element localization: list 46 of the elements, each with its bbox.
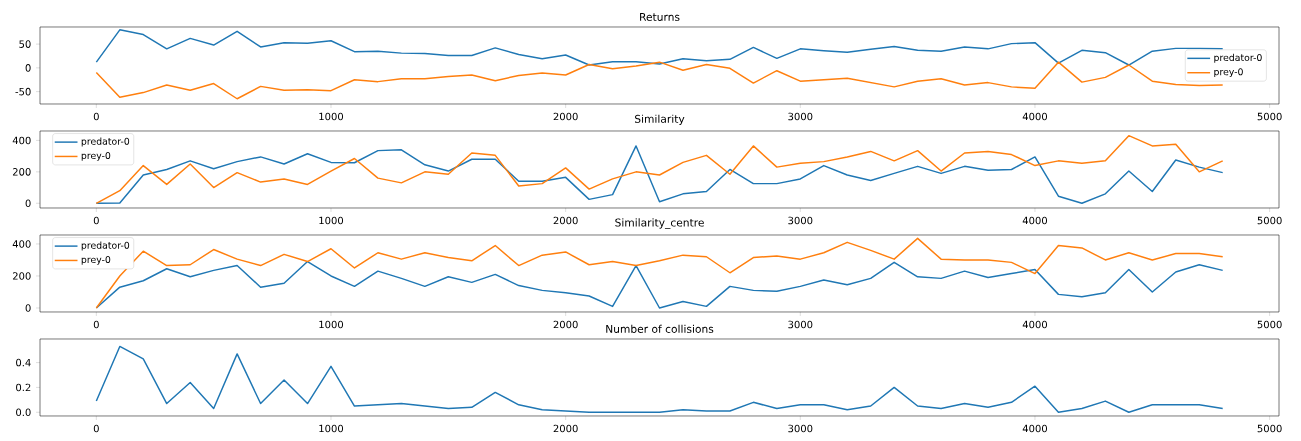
x-tick-label: 4000 xyxy=(1022,112,1048,121)
legend-label: prey-0 xyxy=(1214,68,1243,78)
legend-label: prey-0 xyxy=(81,255,111,265)
y-tick-label: 0.4 xyxy=(16,358,31,367)
chart-title: Similarity xyxy=(635,114,685,125)
chart-title: Number of collisions xyxy=(606,324,714,333)
x-tick-label: 3000 xyxy=(788,112,813,121)
x-tick-label: 5000 xyxy=(1257,320,1282,329)
x-tick-label: 3000 xyxy=(788,424,813,433)
y-tick-label: 200 xyxy=(12,168,31,176)
legend-label: prey-0 xyxy=(81,151,111,161)
x-tick-label: 0 xyxy=(93,320,99,329)
legend-label: predator-0 xyxy=(1214,53,1262,63)
x-tick-label: 1000 xyxy=(319,112,344,121)
legend-label: predator-0 xyxy=(81,241,130,251)
x-tick-label: 2000 xyxy=(553,320,578,329)
x-tick-label: 1000 xyxy=(319,320,344,329)
x-tick-label: 3000 xyxy=(788,320,813,329)
x-tick-label: 1000 xyxy=(319,216,344,225)
y-tick-label: 0.0 xyxy=(16,408,31,417)
x-tick-label: 3000 xyxy=(788,216,813,225)
y-tick-label: 200 xyxy=(12,272,31,280)
y-tick-label: 0 xyxy=(25,199,31,208)
x-tick-label: 2000 xyxy=(553,424,578,433)
x-tick-label: 1000 xyxy=(319,424,344,433)
y-tick-label: 0 xyxy=(25,304,31,312)
x-tick-label: 2000 xyxy=(553,216,578,225)
y-tick-label: -50 xyxy=(15,87,31,96)
legend-label: predator-0 xyxy=(81,137,130,147)
x-tick-label: 0 xyxy=(93,112,99,121)
x-tick-label: 5000 xyxy=(1257,112,1282,121)
x-tick-label: 4000 xyxy=(1022,424,1048,433)
chart-title: Similarity_centre xyxy=(615,218,704,229)
x-tick-label: 5000 xyxy=(1257,216,1282,225)
y-tick-label: 400 xyxy=(12,240,31,248)
y-tick-label: 50 xyxy=(19,40,31,48)
x-tick-label: 0 xyxy=(93,424,99,433)
x-tick-label: 4000 xyxy=(1022,320,1048,329)
y-tick-label: 0 xyxy=(25,64,31,72)
chart-title: Returns xyxy=(640,13,680,21)
x-tick-label: 2000 xyxy=(553,112,578,121)
x-tick-label: 5000 xyxy=(1257,424,1282,433)
y-tick-label: 400 xyxy=(12,136,31,145)
x-tick-label: 0 xyxy=(93,216,99,225)
y-tick-label: 0.2 xyxy=(16,383,31,392)
x-tick-label: 4000 xyxy=(1022,216,1048,225)
